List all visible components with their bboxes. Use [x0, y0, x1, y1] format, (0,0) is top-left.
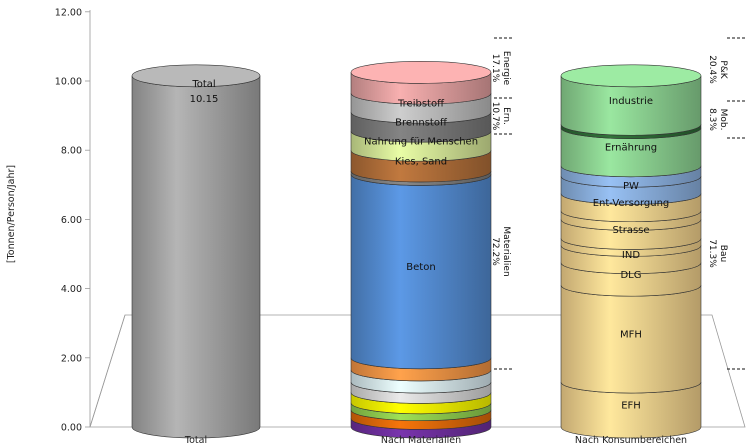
- consumption-cylinder-label: Strasse: [612, 225, 649, 236]
- group-energie-label: Energie: [501, 51, 511, 86]
- total-cylinder-top-cap: [131, 64, 261, 88]
- materials-cylinder-label: Treibstoff: [397, 99, 445, 110]
- y-tick-label: 12.00: [55, 7, 82, 18]
- group-mob-percent: 8.3%: [707, 108, 717, 131]
- group-bau-percent: 71.3%: [707, 239, 717, 268]
- group-materialien-percent: 72.2%: [490, 237, 500, 266]
- y-axis-title: [Tonnen/Person/Jahr]: [6, 165, 17, 263]
- consumption-cylinder-label: Ent-Versorgung: [593, 198, 670, 209]
- category-label: Nach Konsumbereichen: [575, 435, 687, 446]
- materials-cylinder-top-cap: [350, 61, 492, 84]
- y-axis: 0.00 2.00 4.00 6.00 8.00 10.00 12.00 [Tonnen/Pe…: [6, 7, 91, 434]
- consumption-cylinder-label: PW: [623, 181, 639, 192]
- floor-edge-left: [89, 314, 126, 428]
- chart-floor: [89, 314, 746, 428]
- consumption-cylinder-label: Ernährung: [605, 143, 657, 154]
- category-label: Total: [184, 435, 207, 446]
- y-tick-label: 8.00: [61, 146, 82, 157]
- cylinders: [131, 61, 702, 439]
- group-ern-label: Ern.: [501, 107, 511, 125]
- materials-cylinder-label: Brennstoff: [395, 118, 448, 129]
- group-ern-percent: 10.7%: [490, 102, 500, 131]
- y-tick-label: 0.00: [61, 423, 82, 434]
- total-value-label: 10.15: [190, 94, 219, 105]
- segment-labels: Total 10.15 Beton Kies, Sand Nahrung für Men…: [190, 79, 670, 412]
- group-materialien-label: Materialien: [501, 226, 511, 276]
- group-pk-label: P&K: [718, 60, 728, 79]
- consumption-cylinder-top-cap: [560, 64, 702, 88]
- consumption-cylinder-label: EFH: [621, 401, 641, 412]
- group-energie-percent: 17.1%: [490, 54, 500, 83]
- group-pk-percent: 20.4%: [707, 55, 717, 84]
- y-tick-label: 4.00: [61, 284, 82, 295]
- y-tick-label: 2.00: [61, 353, 82, 364]
- consumption-cylinder-label: DLG: [620, 270, 641, 281]
- materials-cylinder-label: Nahrung für Menschen: [364, 137, 478, 148]
- materials-cylinder-label: Beton: [406, 262, 435, 273]
- category-labels: Total Nach Materialien Nach Konsumbereiche…: [184, 435, 687, 446]
- category-label: Nach Materialien: [381, 435, 461, 446]
- total-label: Total: [191, 79, 215, 90]
- consumption-cylinder-label: Industrie: [609, 96, 653, 107]
- materials-cylinder-label: Kies, Sand: [395, 157, 447, 168]
- group-bau-label: Bau: [718, 245, 728, 262]
- consumption-cylinder-label: MFH: [620, 330, 642, 341]
- y-tick-label: 10.00: [55, 77, 82, 88]
- total-cylinder-segment: [131, 75, 261, 439]
- y-tick-label: 6.00: [61, 215, 82, 226]
- group-mob-label: Mob.: [718, 109, 728, 131]
- consumption-cylinder-label: IND: [622, 250, 640, 261]
